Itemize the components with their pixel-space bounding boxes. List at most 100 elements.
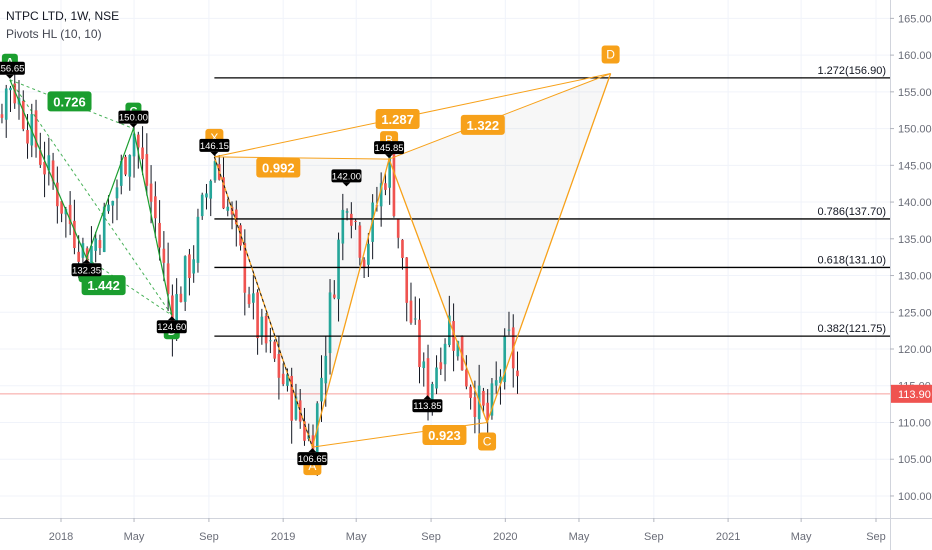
pivot-badge — [156, 320, 187, 334]
pivot-badge — [331, 169, 362, 183]
candle-up — [183, 256, 187, 302]
pivot-pointer — [210, 151, 219, 156]
candle-down — [158, 222, 161, 248]
y-tick-label: 145.00 — [898, 160, 932, 172]
candle-up — [205, 193, 208, 198]
candle-down — [171, 295, 174, 334]
x-tick-label: Sep — [199, 531, 219, 543]
candle-down — [396, 218, 400, 238]
y-tick-label: 130.00 — [898, 271, 932, 283]
candle-down — [188, 254, 191, 279]
x-tick-label: 2019 — [271, 531, 295, 543]
orange-pattern: X A B C D 0.992 1.287 0.923 1.322 — [205, 45, 620, 476]
candle-down — [56, 182, 59, 207]
candle-up — [430, 383, 434, 406]
x-tick-label: 2021 — [716, 531, 740, 543]
candle-up — [119, 161, 123, 186]
candle-down — [136, 134, 140, 148]
candle-up — [47, 155, 51, 171]
x-tick-label: May — [124, 531, 145, 543]
candle-up — [4, 88, 8, 120]
pivot-badge — [0, 61, 25, 75]
candle-up — [260, 316, 264, 337]
green-ratio-label: 0.726 — [53, 94, 86, 109]
orange-point-badge — [601, 45, 620, 64]
candle-up — [252, 293, 255, 303]
orange-point-label: D — [606, 47, 615, 61]
orange-ratio-label: 0.923 — [428, 428, 461, 443]
candle-up — [320, 377, 323, 402]
candle-down — [473, 397, 477, 417]
pivot-pointer — [167, 316, 176, 321]
pivot-label: 106.65 — [298, 454, 327, 465]
candle-down — [98, 240, 102, 249]
candle-up — [111, 200, 115, 206]
candle-up — [226, 206, 230, 211]
indicator-title: Pivots HL (10, 10) — [6, 27, 102, 41]
candle-down — [179, 293, 183, 302]
candle-down — [21, 100, 25, 130]
candle-up — [213, 161, 217, 181]
candle-up — [94, 238, 98, 251]
pivot-badge — [412, 399, 443, 413]
candle-up — [328, 292, 332, 354]
fib-level-label: 0.786(137.70) — [818, 206, 887, 218]
candle-down — [418, 319, 421, 368]
candle-down — [303, 421, 306, 441]
candle-down — [332, 294, 336, 298]
green-pattern-line — [9, 79, 173, 316]
y-axis-bg — [890, 0, 932, 550]
fib-level-label: 0.382(121.75) — [818, 323, 887, 335]
candle-down — [277, 353, 281, 378]
orange-ratio-badge — [460, 114, 505, 135]
pivot-label: 124.60 — [157, 322, 186, 333]
orange-ratio-label: 1.322 — [467, 118, 500, 133]
candle-down — [350, 213, 353, 226]
candle-up — [448, 315, 451, 345]
pivot-pointer — [5, 74, 14, 79]
pivot-label: 113.85 — [413, 401, 441, 412]
pivot-pointer — [82, 259, 91, 264]
candle-down — [60, 201, 63, 214]
candle-down — [166, 263, 170, 295]
y-tick-label: 155.00 — [898, 87, 932, 99]
candle-down — [145, 154, 149, 186]
green-ratio-badge — [81, 275, 126, 296]
candle-down — [51, 160, 55, 182]
candle-down — [405, 257, 409, 303]
candle-down — [469, 386, 472, 398]
orange-ratio-badge — [422, 424, 467, 445]
orange-point-label: C — [483, 434, 492, 448]
pivot-label: 142.00 — [332, 171, 361, 182]
orange-xab-fill — [214, 156, 390, 448]
green-ratio-badge — [47, 91, 92, 112]
fib-level-label: 0.618(131.10) — [818, 254, 887, 266]
candle-up — [345, 211, 349, 213]
orange-point-badge — [478, 432, 497, 451]
candle-down — [43, 161, 46, 175]
candle-down — [439, 362, 443, 370]
candle-up — [175, 294, 178, 338]
last-price-tag — [891, 384, 932, 403]
candle-down — [358, 225, 362, 258]
last-price-label: 113.90 — [898, 389, 931, 401]
x-tick-label: Sep — [644, 531, 664, 543]
x-tick-label: Sep — [421, 531, 441, 543]
y-tick-label: 110.00 — [898, 417, 931, 429]
candle-up — [132, 133, 136, 157]
candle-down — [401, 239, 404, 258]
y-tick-label: 120.00 — [898, 344, 932, 356]
candle-down — [124, 156, 127, 175]
candle-down — [264, 315, 268, 344]
candle-up — [192, 259, 196, 274]
pattern-fill — [214, 73, 611, 448]
orange-point-label: A — [308, 459, 316, 473]
pivot-pointer — [342, 182, 351, 187]
pivot-label: 150.00 — [119, 113, 148, 124]
candle-up — [337, 239, 340, 300]
pivot-badge — [118, 110, 149, 124]
candle-up — [422, 361, 426, 369]
candle-down — [68, 204, 72, 225]
